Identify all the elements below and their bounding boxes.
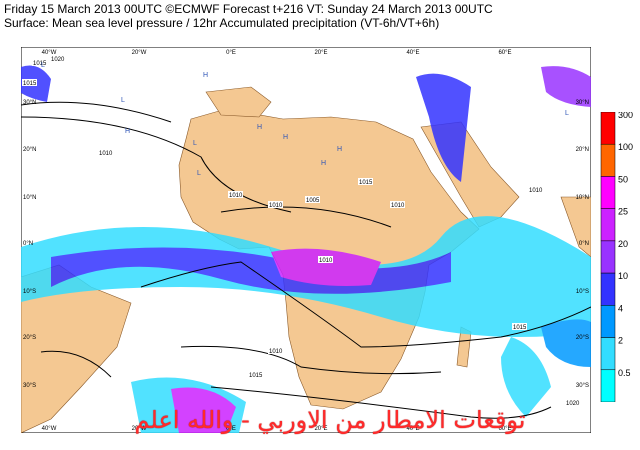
lon-label-top: 0°E	[226, 50, 236, 56]
pressure-centre: L	[193, 140, 197, 147]
isobar-label-bg	[32, 59, 47, 66]
pressure-centre: H	[125, 128, 130, 135]
lat-label-left: 20°S	[23, 335, 36, 341]
pressure-centre: L	[41, 62, 45, 69]
legend-level: 2	[618, 336, 623, 346]
isobar-label: 1020	[51, 57, 65, 63]
legend-level: 4	[618, 303, 623, 313]
isobar-label: 1010	[229, 193, 243, 199]
isobar-label: 1015	[33, 61, 47, 67]
pressure-centres: H H H L L L H H H L L	[41, 62, 569, 177]
legend-level: 0.5	[618, 368, 631, 378]
isobar-label-bg	[358, 178, 373, 185]
isobar-label: 1010	[529, 188, 543, 194]
lat-label-right: 30°S	[576, 383, 589, 389]
isobar-label-bg	[22, 79, 37, 86]
legend-level: 10	[618, 271, 628, 281]
pressure-centre: H	[337, 146, 342, 153]
legend-swatch	[600, 272, 616, 306]
legend-swatch	[600, 305, 616, 338]
legend-swatch	[600, 112, 616, 145]
isobar-label: 1015	[249, 373, 263, 379]
isobar-label: 1010	[391, 203, 405, 209]
legend-swatch	[600, 143, 616, 177]
isobar-label-bg	[390, 201, 405, 208]
isobar-label-bg	[50, 55, 65, 62]
isobar-label: 1010	[99, 151, 113, 157]
lat-label-right: 20°S	[576, 335, 589, 341]
legend-swatch	[600, 337, 616, 371]
lat-label-left: 30°S	[23, 383, 36, 389]
isobar-label: 1015	[513, 325, 527, 331]
lat-label-right: 20°N	[576, 147, 589, 153]
isobar-label-bg	[228, 191, 243, 198]
lat-label-left: 30°N	[23, 100, 36, 106]
isobar-label: 1010	[269, 203, 283, 209]
pressure-centre: L	[121, 97, 125, 104]
lat-label-left: 0°N	[23, 241, 33, 247]
lat-label-right: 10°S	[576, 289, 589, 295]
isobar-label-bg	[248, 371, 263, 378]
legend-level: 50	[618, 174, 628, 184]
legend-level: 300	[618, 112, 633, 120]
iberia	[205, 86, 272, 118]
lat-label-left: 10°N	[23, 195, 36, 201]
lon-label-bottom: 20°E	[314, 426, 327, 432]
weather-map: 40°W 40°W 20°W 20°W 0°E 0°E 20°E 20°E 40°E 40°E 60…	[21, 47, 591, 433]
pressure-centre: H	[203, 72, 208, 79]
isobar-label-bg	[268, 201, 283, 208]
lat-label-right: 10°N	[576, 195, 589, 201]
isobars	[21, 101, 591, 419]
lon-label-bottom: 60°E	[498, 426, 511, 432]
isobar-label: 1005	[306, 198, 320, 204]
isobar-label-bg	[98, 149, 113, 156]
isobar-label-bg	[318, 256, 333, 263]
legend-swatch	[600, 176, 616, 209]
legend-swatch	[600, 369, 616, 402]
forecast-subtitle: Surface: Mean sea level pressure / 12hr …	[4, 16, 440, 30]
legend-swatch	[600, 240, 616, 274]
isobar-label: 1010	[319, 258, 333, 264]
lat-label-right: 0°N	[579, 241, 589, 247]
lat-label-left: 10°S	[23, 289, 36, 295]
arabic-caption: توقعات الامطار من الاوربي - والله اعلم	[134, 406, 526, 434]
isobar-labels: 1015 1020 1015 1010 1010 1010 1015 1005 1010 1010…	[22, 55, 580, 407]
legend-level: 20	[618, 239, 628, 249]
isobar-label-bg	[512, 323, 527, 330]
lon-label-bottom: 40°E	[406, 426, 419, 432]
india	[560, 196, 591, 258]
lon-label-top: 20°E	[314, 50, 327, 56]
graticule-labels: 40°W 40°W 20°W 20°W 0°E 0°E 20°E 20°E 40°E 40°E 60…	[23, 50, 589, 432]
isobar-label: 1015	[359, 180, 373, 186]
isobar-label: 1020	[566, 401, 580, 407]
isobar-label: 1015	[23, 81, 37, 87]
legend-swatch	[600, 208, 616, 242]
isobar-label-bg	[268, 347, 283, 354]
lon-label-top: 40°W	[42, 50, 57, 56]
pressure-centre: L	[197, 170, 201, 177]
pressure-centre: H	[283, 134, 288, 141]
lon-label-bottom: 40°W	[42, 426, 57, 432]
forecast-title: Friday 15 March 2013 00UTC ©ECMWF Foreca…	[4, 2, 493, 16]
legend-level: 100	[618, 142, 633, 152]
lat-label-right: 30°N	[576, 100, 589, 106]
lon-label-top: 20°W	[132, 50, 147, 56]
pressure-centre: H	[257, 124, 262, 131]
lon-label-bottom: 20°W	[132, 426, 147, 432]
isobar-label-bg	[305, 196, 320, 203]
legend-level: 25	[618, 207, 628, 217]
precipitation-legend: 300 100 50 25 20 10 4 2 0.5	[600, 112, 633, 402]
lon-label-top: 40°E	[406, 50, 419, 56]
pressure-centre: L	[565, 110, 569, 117]
isobar-label-bg	[528, 186, 543, 193]
precipitation	[21, 65, 591, 433]
isobar-label-bg	[565, 399, 580, 406]
pressure-centre: H	[321, 160, 326, 167]
lat-label-left: 20°N	[23, 147, 36, 153]
isobar-label: 1010	[269, 349, 283, 355]
lon-label-bottom: 0°E	[226, 426, 236, 432]
lon-label-top: 60°E	[498, 50, 511, 56]
